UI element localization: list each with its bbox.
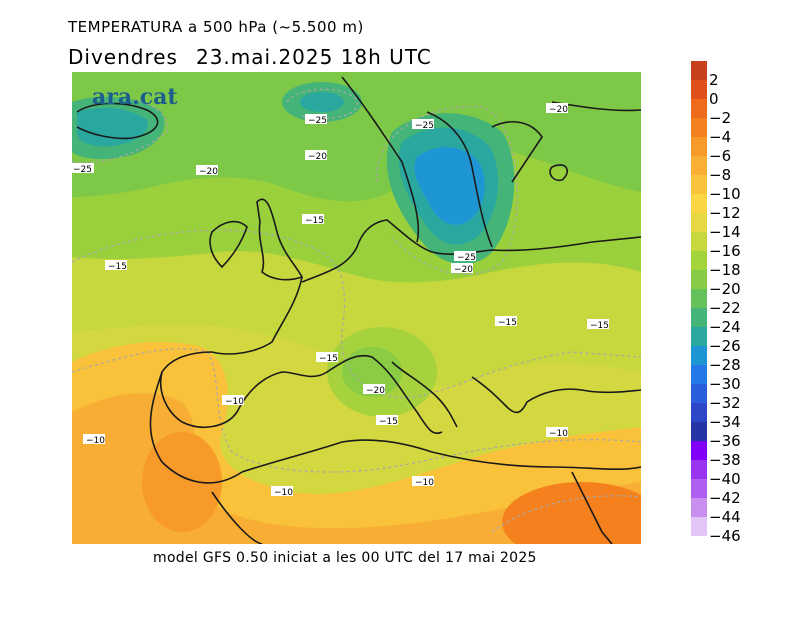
- scale-label: 2: [709, 71, 719, 89]
- scale-swatch: [691, 384, 707, 403]
- field-iberia-warm: [142, 432, 222, 532]
- contour-label: −10: [86, 436, 105, 446]
- map-datetime: 23.mai.2025 18h UTC: [195, 45, 432, 69]
- map-title: TEMPERATURA a 500 hPa (~5.500 m): [68, 18, 364, 36]
- scale-label: −34: [709, 413, 741, 431]
- scale-label: −2: [709, 109, 732, 127]
- field-baltic-core: [414, 147, 485, 225]
- scale-swatch: [691, 346, 707, 365]
- scale-swatch: [691, 80, 707, 99]
- scale-swatch: [691, 137, 707, 156]
- scale-label: −24: [709, 318, 741, 336]
- contour-label: −25: [415, 121, 434, 131]
- logo: ara.cat: [92, 84, 178, 110]
- contour-label: −15: [319, 354, 338, 364]
- scale-label: −16: [709, 242, 741, 260]
- scale-swatch: [691, 213, 707, 232]
- scale-label: −22: [709, 299, 741, 317]
- field-norwegian-colder: [300, 92, 344, 112]
- contour-label: −15: [108, 262, 127, 272]
- field-minus16: [72, 251, 641, 387]
- field-iceland-colder: [77, 107, 148, 147]
- scale-swatch: [691, 118, 707, 137]
- scale-label: −14: [709, 223, 741, 241]
- contour-label: −20: [366, 386, 385, 396]
- scale-swatch: [691, 460, 707, 479]
- contour-label: −25: [308, 116, 327, 126]
- temperature-map: −25 −25 −20 −20 −25 −20 −15 −15 −25 −20 …: [72, 72, 641, 544]
- scale-swatch: [691, 479, 707, 498]
- model-info: model GFS 0.50 iniciat a les 00 UTC del …: [153, 550, 537, 566]
- scale-swatch: [691, 327, 707, 346]
- scale-label: −38: [709, 451, 741, 469]
- scale-swatch: [691, 61, 707, 80]
- scale-label: −46: [709, 527, 741, 545]
- scale-label: 0: [709, 90, 719, 108]
- contour-label: −15: [590, 321, 609, 331]
- scale-label: −18: [709, 261, 741, 279]
- scale-label: −32: [709, 394, 741, 412]
- contour-label: −25: [73, 165, 92, 175]
- scale-swatch: [691, 99, 707, 118]
- scale-label: −20: [709, 280, 741, 298]
- scale-swatch: [691, 517, 707, 536]
- scale-label: −6: [709, 147, 732, 165]
- field-egypt-warm: [502, 482, 641, 544]
- scale-swatch: [691, 308, 707, 327]
- scale-swatch: [691, 365, 707, 384]
- scale-swatch: [691, 232, 707, 251]
- contour-label: −10: [274, 488, 293, 498]
- contour-label: −20: [454, 265, 473, 275]
- scale-swatch: [691, 175, 707, 194]
- scale-label: −42: [709, 489, 741, 507]
- scale-swatch: [691, 270, 707, 289]
- coastlines: [76, 76, 641, 544]
- scale-swatch: [691, 498, 707, 517]
- contour-labels: −25 −25 −20 −20 −25 −20 −15 −15 −25 −20 …: [72, 103, 609, 498]
- contour-label: −15: [305, 216, 324, 226]
- scale-label: −12: [709, 204, 741, 222]
- contour-label: −10: [549, 429, 568, 439]
- scale-swatch: [691, 156, 707, 175]
- scale-label: −28: [709, 356, 741, 374]
- field-med-colder: [342, 347, 402, 397]
- scale-label: −44: [709, 508, 741, 526]
- contour-label: −20: [308, 152, 327, 162]
- scale-label: −8: [709, 166, 732, 184]
- scale-label: −10: [709, 185, 741, 203]
- scale-label: −36: [709, 432, 741, 450]
- contour-label: −15: [498, 318, 517, 328]
- contour-label: −25: [457, 253, 476, 263]
- contour-label: −20: [199, 167, 218, 177]
- contour-label: −20: [549, 105, 568, 115]
- scale-label: −26: [709, 337, 741, 355]
- color-scale: [691, 61, 707, 536]
- map-day: Divendres: [68, 45, 178, 69]
- color-scale-labels: 2 0 −2 −4 −6 −8 −10 −12 −14 −16 −18 −20 −22 −24 −26 −28…: [709, 71, 741, 546]
- scale-swatch: [691, 441, 707, 460]
- scale-swatch: [691, 403, 707, 422]
- map-canvas: −25 −25 −20 −20 −25 −20 −15 −15 −25 −20 …: [72, 72, 641, 544]
- scale-swatch: [691, 422, 707, 441]
- contour-label: −15: [379, 417, 398, 427]
- scale-swatch: [691, 289, 707, 308]
- contour-label: −10: [225, 397, 244, 407]
- contour-label: −10: [415, 478, 434, 488]
- scale-swatch: [691, 194, 707, 213]
- scale-label: −4: [709, 128, 732, 146]
- map-date: Divendres 23.mai.2025 18h UTC: [68, 45, 432, 69]
- scale-label: −30: [709, 375, 741, 393]
- scale-swatch: [691, 251, 707, 270]
- scale-label: −40: [709, 470, 741, 488]
